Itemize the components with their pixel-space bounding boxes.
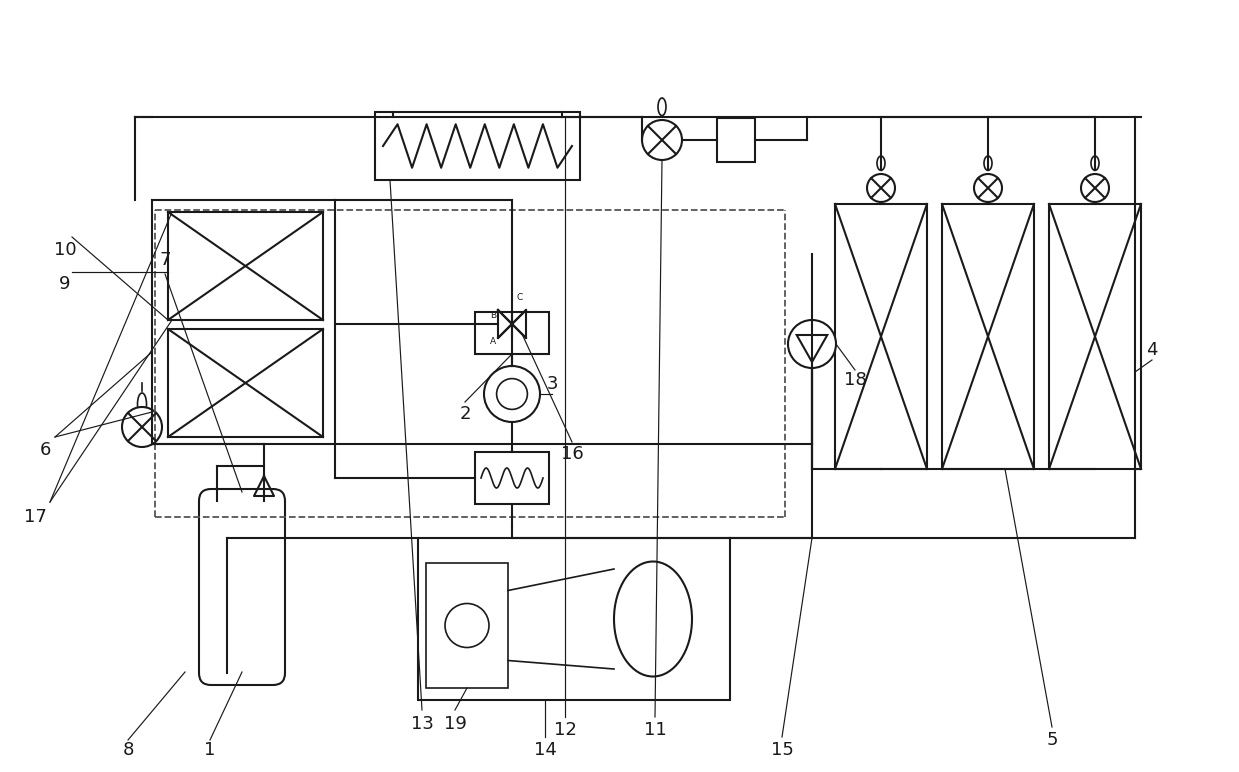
Bar xyxy=(835,204,927,469)
Text: 18: 18 xyxy=(844,371,866,389)
Circle shape xyxy=(974,174,1002,202)
Text: 14: 14 xyxy=(534,741,556,759)
Ellipse shape xyxy=(877,156,885,171)
Text: 9: 9 xyxy=(59,275,71,293)
Bar xyxy=(475,452,549,504)
Circle shape xyxy=(642,120,681,160)
Text: 7: 7 xyxy=(160,251,171,269)
Circle shape xyxy=(121,407,162,447)
Circle shape xyxy=(484,366,540,422)
Bar xyxy=(169,329,323,437)
Text: 19: 19 xyxy=(444,715,466,733)
Circle shape xyxy=(788,320,836,368)
Text: 2: 2 xyxy=(460,405,471,423)
Bar xyxy=(169,212,323,320)
Text: 5: 5 xyxy=(1046,731,1058,749)
Text: 6: 6 xyxy=(40,441,51,459)
Ellipse shape xyxy=(138,393,146,415)
Text: B: B xyxy=(489,311,496,320)
Circle shape xyxy=(1080,174,1109,202)
Text: C: C xyxy=(517,293,523,302)
Text: 1: 1 xyxy=(204,741,216,759)
Ellipse shape xyxy=(984,156,992,171)
Bar xyxy=(426,563,508,688)
Bar xyxy=(418,538,730,700)
Text: 3: 3 xyxy=(546,375,558,393)
Text: 17: 17 xyxy=(24,508,46,526)
Text: 4: 4 xyxy=(1146,341,1157,359)
Text: 13: 13 xyxy=(410,715,434,733)
Text: 12: 12 xyxy=(554,721,576,739)
Text: 10: 10 xyxy=(53,241,77,259)
Text: A: A xyxy=(489,337,496,347)
Bar xyxy=(717,118,755,162)
Bar xyxy=(1049,204,1141,469)
Text: 11: 11 xyxy=(643,721,667,739)
Bar xyxy=(475,312,549,354)
Ellipse shape xyxy=(658,98,667,116)
Bar xyxy=(942,204,1035,469)
Text: 15: 15 xyxy=(771,741,793,759)
Ellipse shape xyxy=(1092,156,1099,171)
Text: 16: 16 xyxy=(560,445,584,463)
Text: 8: 8 xyxy=(123,741,134,759)
Bar xyxy=(375,112,580,180)
Circle shape xyxy=(867,174,895,202)
